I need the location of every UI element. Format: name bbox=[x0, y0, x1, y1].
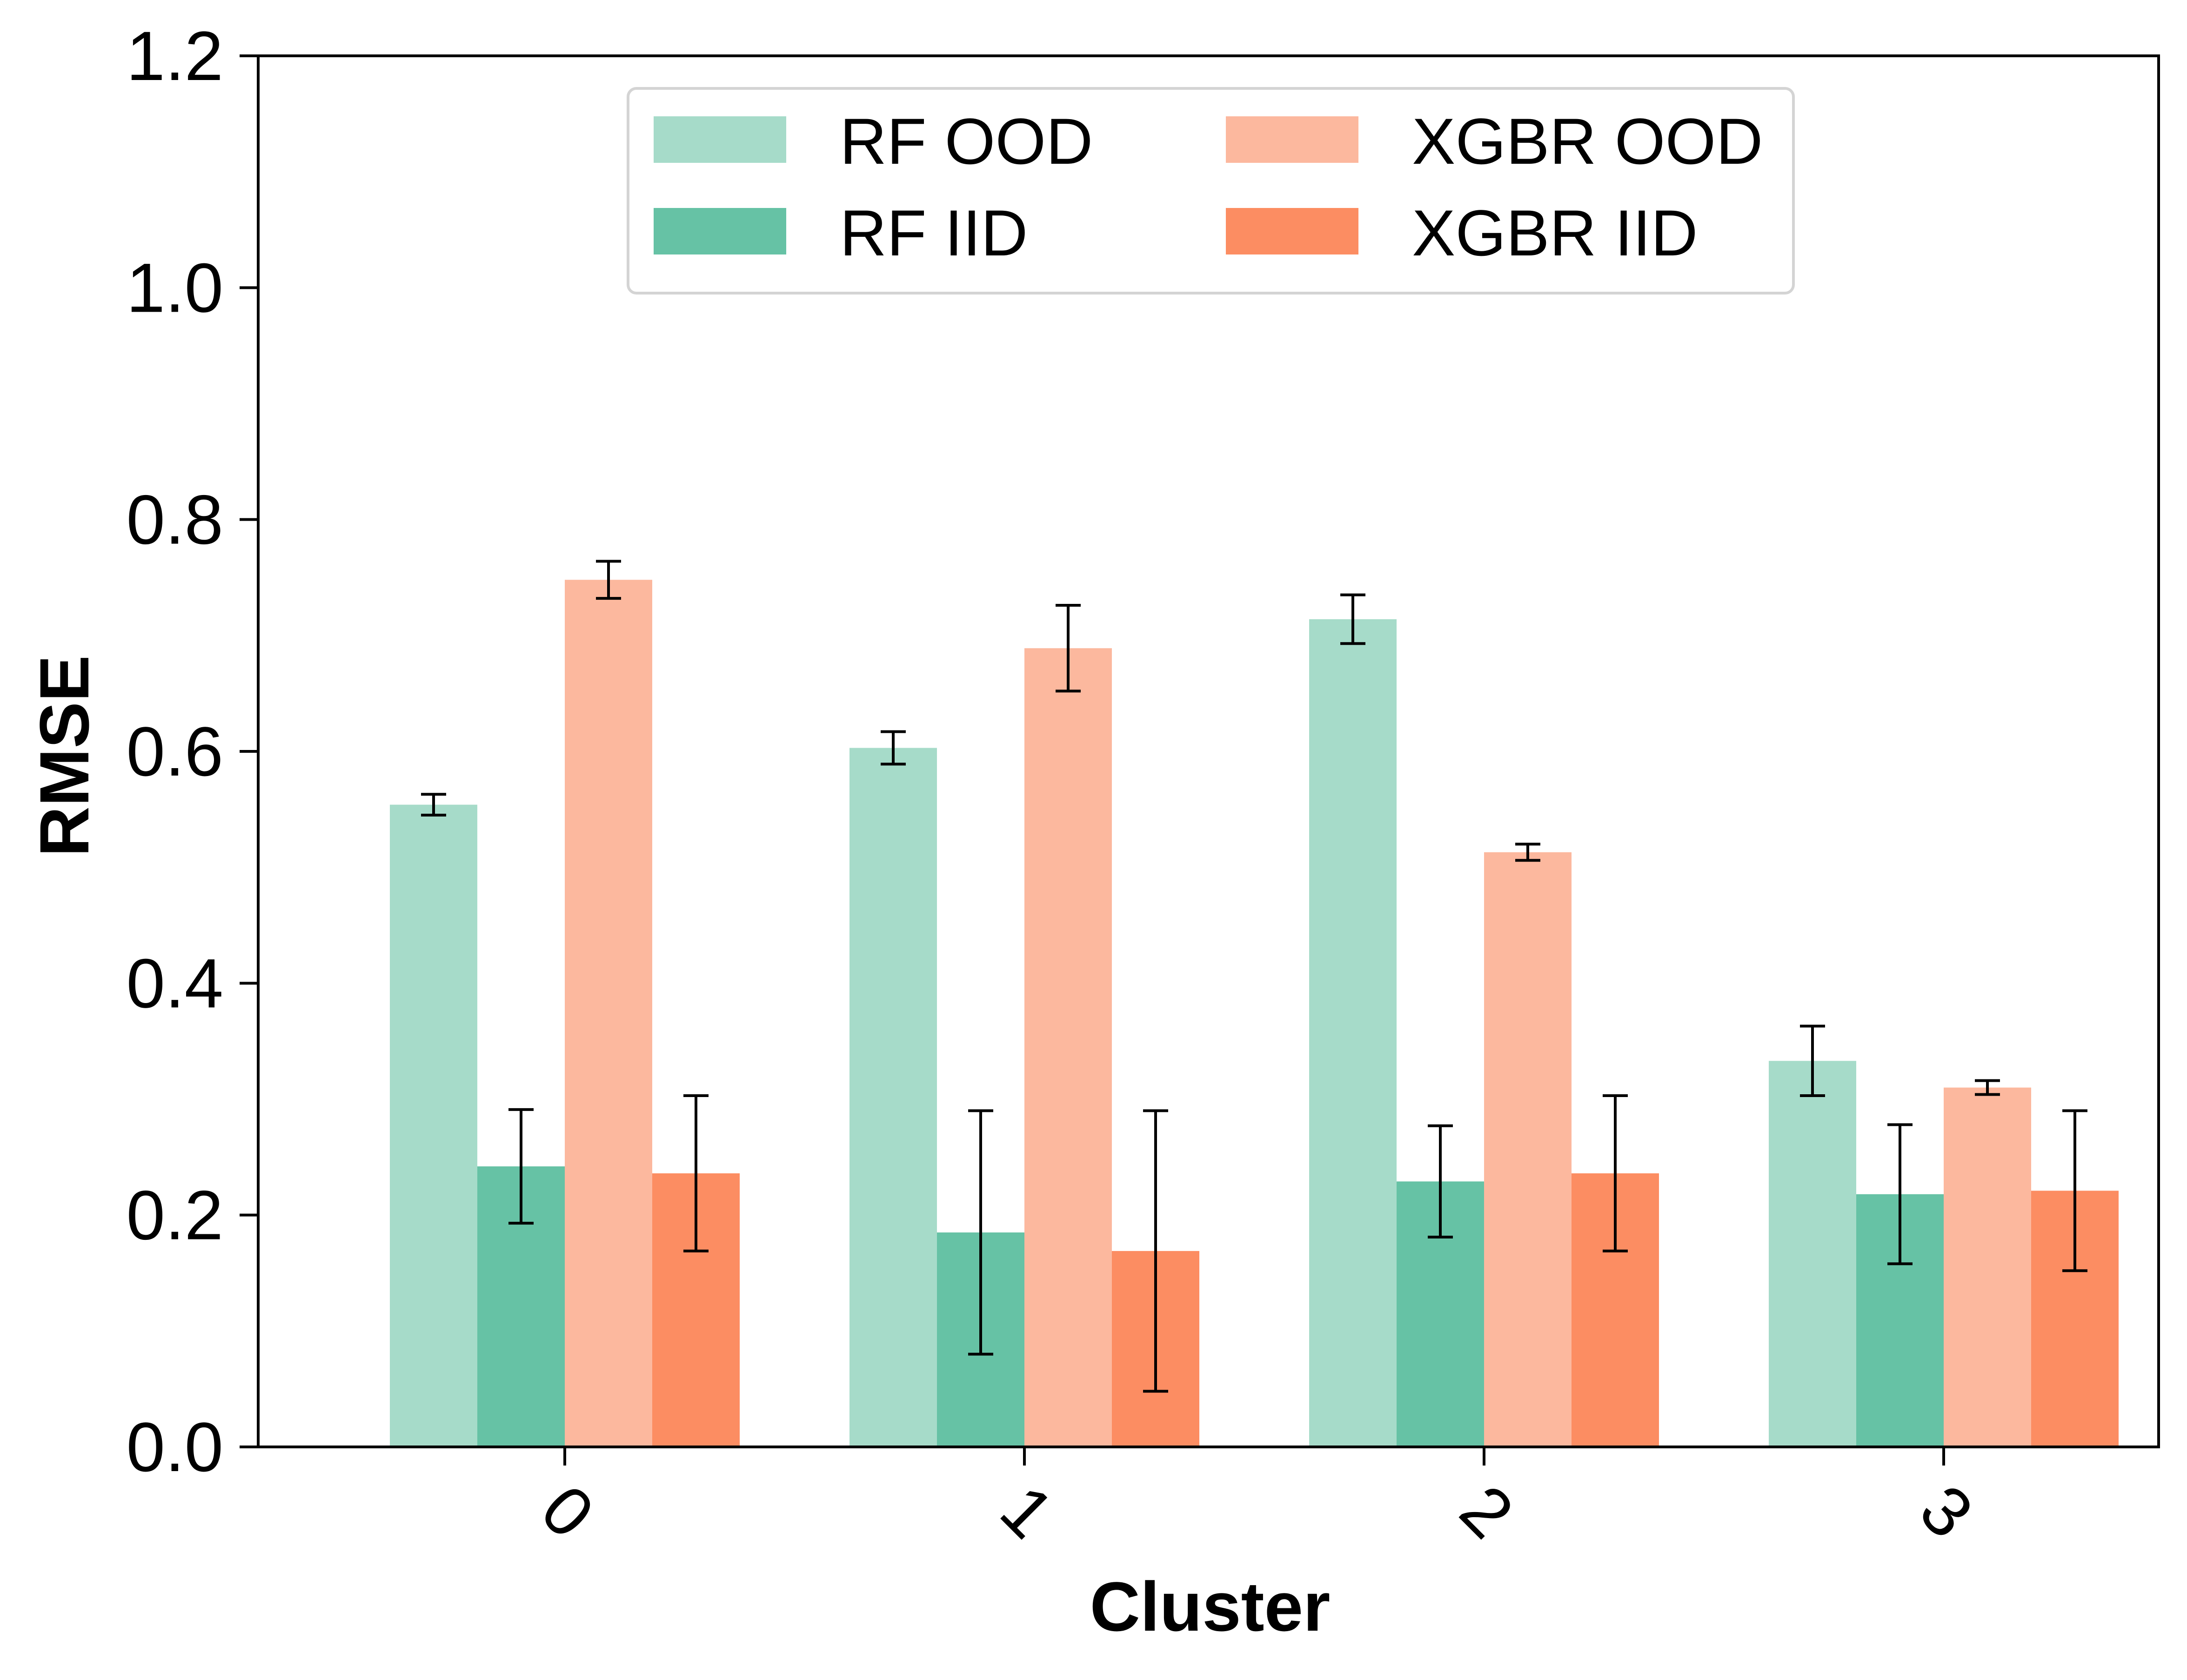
y-tick-label: 1.2 bbox=[126, 17, 223, 95]
error-bar-xgbr-ood-cluster-2 bbox=[1515, 843, 1540, 862]
error-bar-rf-ood-cluster-2 bbox=[1340, 593, 1365, 645]
bar-xgbr-ood-cluster-0 bbox=[565, 580, 652, 1447]
x-tick-label: 1 bbox=[986, 1470, 1069, 1553]
error-bar-xgbr-iid-cluster-1 bbox=[1143, 1109, 1168, 1393]
error-bar-rf-ood-cluster-1 bbox=[881, 730, 906, 766]
error-bar-xgbr-iid-cluster-2 bbox=[1603, 1094, 1628, 1252]
legend-label-rf-iid: RF IID bbox=[840, 196, 1028, 269]
error-bar-rf-iid-cluster-1 bbox=[968, 1109, 993, 1356]
legend-label-rf-ood: RF OOD bbox=[840, 105, 1093, 178]
y-tick-label: 0.4 bbox=[126, 944, 223, 1022]
legend-swatch-xgbr-iid bbox=[1226, 208, 1358, 254]
bar-rf-ood-cluster-0 bbox=[390, 804, 477, 1447]
bar-xgbr-ood-cluster-1 bbox=[1024, 648, 1112, 1447]
axes-layer: 0.0 0.2 0.4 0.6 0.8 1.0 1.2 0 1 2 3 bbox=[126, 17, 2160, 1553]
legend-swatch-rf-ood bbox=[654, 116, 786, 163]
x-axis-label: Cluster bbox=[1090, 1567, 1331, 1646]
legend-box bbox=[627, 87, 1795, 295]
error-bar-rf-ood-cluster-0 bbox=[421, 793, 446, 817]
error-bar-xgbr-iid-cluster-0 bbox=[683, 1094, 709, 1252]
legend-swatch-rf-iid bbox=[654, 208, 786, 254]
error-bar-xgbr-ood-cluster-0 bbox=[596, 560, 621, 600]
error-bar-rf-iid-cluster-2 bbox=[1428, 1124, 1453, 1239]
error-bar-rf-iid-cluster-3 bbox=[1887, 1123, 1913, 1265]
error-bars-layer bbox=[421, 560, 2087, 1393]
y-tick-label: 0.0 bbox=[126, 1408, 223, 1486]
legend: RF OOD RF IID XGBR OOD XGBR IID bbox=[627, 87, 1795, 295]
x-tick-label: 2 bbox=[1446, 1470, 1529, 1553]
y-tick-label: 1.0 bbox=[126, 248, 223, 327]
error-bar-xgbr-iid-cluster-3 bbox=[2062, 1109, 2087, 1272]
y-axis-label: RMSE bbox=[25, 655, 103, 857]
error-bar-rf-ood-cluster-3 bbox=[1800, 1024, 1825, 1098]
bar-xgbr-ood-cluster-3 bbox=[1944, 1087, 2031, 1447]
bar-rf-ood-cluster-2 bbox=[1309, 619, 1397, 1447]
legend-swatch-xgbr-ood bbox=[1226, 116, 1358, 163]
error-bar-rf-iid-cluster-0 bbox=[508, 1108, 534, 1225]
y-tick-label: 0.8 bbox=[126, 481, 223, 559]
legend-label-xgbr-ood: XGBR OOD bbox=[1412, 105, 1763, 178]
bar-xgbr-ood-cluster-2 bbox=[1484, 852, 1572, 1447]
legend-label-xgbr-iid: XGBR IID bbox=[1412, 196, 1698, 269]
bar-rf-ood-cluster-3 bbox=[1769, 1061, 1856, 1447]
error-bar-xgbr-ood-cluster-1 bbox=[1056, 604, 1081, 693]
y-tick-label: 0.6 bbox=[126, 712, 223, 790]
error-bar-xgbr-ood-cluster-3 bbox=[1975, 1079, 2000, 1096]
x-tick-label: 0 bbox=[527, 1470, 609, 1553]
bars-layer bbox=[390, 580, 2119, 1447]
x-tick-label: 3 bbox=[1906, 1470, 1988, 1553]
bar-rf-ood-cluster-1 bbox=[849, 748, 937, 1447]
y-tick-label: 0.2 bbox=[126, 1176, 223, 1254]
